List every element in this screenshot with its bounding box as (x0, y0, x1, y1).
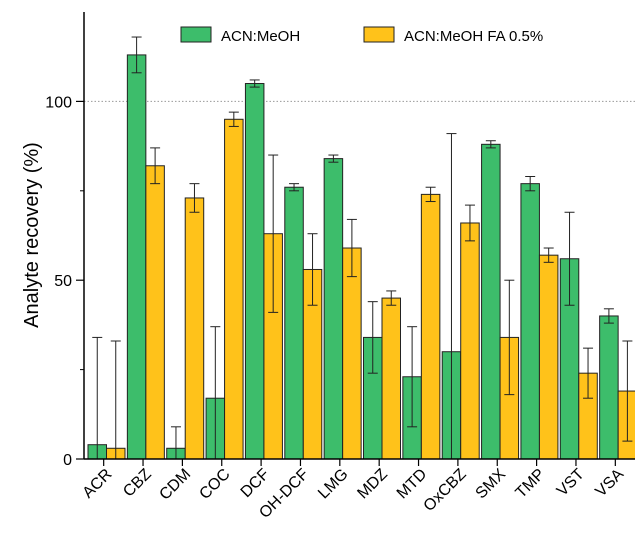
x-tick-label: LMG (315, 466, 352, 503)
bar-acn-meoh-dcf (244, 83, 265, 460)
bar-acn-meoh-fa-tmp (538, 254, 559, 460)
bar-acn-meoh-lmg (323, 158, 344, 460)
legend-swatch-acn-meoh-fa (363, 26, 395, 43)
x-tick-label: CBZ (120, 466, 155, 501)
x-tick-label: ACR (80, 466, 116, 502)
legend: ACN:MeOH ACN:MeOH FA 0.5% (180, 26, 543, 45)
bar-acn-meoh-fa-oxcbz (460, 222, 480, 460)
x-tick-label: OxCBZ (421, 466, 470, 515)
x-tick-label: MDZ (354, 466, 391, 503)
bar-acn-meoh-fa-mdz (381, 297, 401, 460)
x-tick-label: SMX (473, 466, 510, 503)
y-tick-label: 100 (45, 94, 72, 111)
bar-acn-meoh-tmp (520, 183, 540, 460)
legend-swatch-acn-meoh (180, 26, 212, 43)
x-tick-label: COC (196, 466, 233, 503)
bar-acn-meoh-fa-lmg (342, 247, 362, 460)
x-tick-label: VSA (592, 466, 627, 501)
plot-area (84, 36, 635, 460)
y-axis-label: Analyte recovery (%) (21, 142, 43, 328)
bar-acn-meoh-fa-cdm (184, 197, 205, 460)
x-tick-label: MTD (394, 466, 431, 503)
x-tick-label: VST (554, 466, 588, 500)
bar-acn-meoh-cbz (126, 54, 147, 460)
bar-acn-meoh-fa-coc (224, 118, 244, 460)
x-tick-label: DCF (238, 466, 273, 501)
y-tick-label: 0 (63, 452, 72, 469)
bar-acn-meoh-smx (481, 143, 501, 460)
bar-acn-meoh-fa-cbz (145, 165, 165, 460)
bar-acn-meoh-fa-vsa (617, 390, 635, 460)
y-tick-label: 50 (54, 273, 72, 290)
legend-label-acn-meoh: ACN:MeOH (221, 28, 300, 45)
x-tick-label: CDM (156, 466, 194, 504)
bar-acn-meoh-oh-dcf (284, 186, 304, 460)
bar-acn-meoh-fa-mtd (420, 193, 441, 460)
bar-acn-meoh-vsa (599, 315, 619, 460)
x-tick-label: TMP (513, 466, 549, 502)
legend-label-acn-meoh-fa: ACN:MeOH FA 0.5% (404, 28, 543, 45)
